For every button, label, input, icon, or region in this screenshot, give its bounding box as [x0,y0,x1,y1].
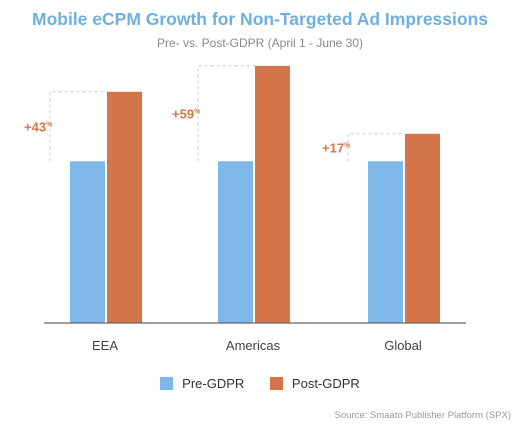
legend-swatch-post-gdpr [269,377,283,390]
growth-label-global: +17% [322,141,351,156]
bar-pre-gdpr-eea [70,161,105,323]
legend-swatch-pre-gdpr [160,377,174,390]
bar-post-gdpr-americas [255,65,290,324]
growth-box-global [347,133,405,162]
legend: Pre-GDPR Post-GDPR [0,376,520,393]
growth-box-americas [197,65,255,162]
category-label-global: Global [384,338,422,353]
growth-label-americas: +59% [172,107,201,122]
chart-title: Mobile eCPM Growth for Non-Targeted Ad I… [32,9,488,29]
bar-pre-gdpr-americas [218,161,253,323]
legend-item-pre-gdpr: Pre-GDPR [160,376,244,391]
source-note: Source: Smaato Publisher Platform (SPX) [334,410,511,421]
bar-pre-gdpr-global [368,161,403,323]
growth-label-eea: +43% [24,120,53,135]
category-label-eea: EEA [92,338,118,353]
legend-label-post-gdpr: Post-GDPR [291,376,360,391]
chart-subtitle: Pre- vs. Post-GDPR (April 1 - June 30) [156,36,364,50]
legend-label-pre-gdpr: Pre-GDPR [182,376,245,391]
bar-post-gdpr-global [405,133,440,323]
bar-post-gdpr-eea [107,91,142,324]
growth-box-eea [49,91,107,162]
legend-item-post-gdpr: Post-GDPR [269,376,360,391]
category-label-americas: Americas [226,338,281,353]
